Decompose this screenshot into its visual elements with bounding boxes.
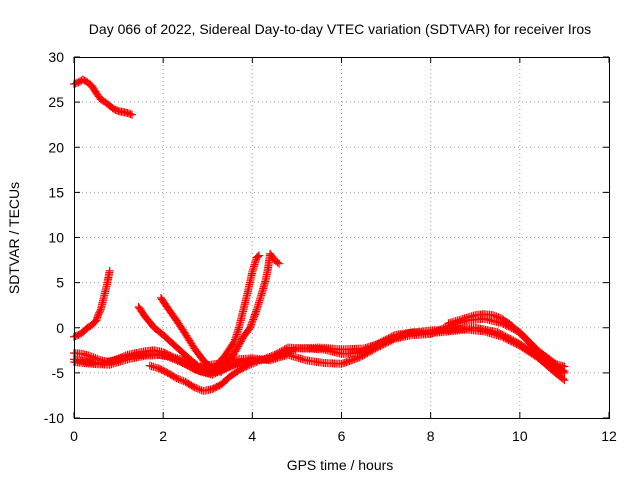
y-tick-label: -10 [44, 410, 64, 426]
data-point [496, 314, 505, 323]
series-arc-dip [145, 358, 261, 395]
series-arc-low-3 [70, 314, 569, 371]
data-point [248, 317, 257, 326]
data-point [174, 375, 183, 384]
data-point [558, 374, 567, 383]
data-point [247, 318, 256, 327]
x-tick-label: 0 [70, 428, 78, 444]
data-point [105, 266, 114, 275]
data-point [87, 352, 96, 361]
data-point [193, 384, 202, 393]
data-point [176, 375, 185, 384]
data-point [249, 313, 258, 322]
data-point [246, 322, 255, 331]
data-point [492, 312, 501, 321]
data-point [494, 313, 503, 322]
data-point [242, 362, 251, 371]
data-point [177, 376, 186, 385]
axis-ticks: 0 2 4 6 8 10 12 -10 -5 0 5 10 15 20 25 30 [44, 49, 617, 444]
data-point [243, 361, 252, 370]
data-point [560, 376, 569, 385]
data-point [192, 384, 201, 393]
data-point [273, 258, 282, 267]
data-point [249, 359, 258, 368]
data-point [252, 358, 261, 367]
x-tick-label: 10 [512, 428, 528, 444]
y-tick-label: -5 [52, 365, 65, 381]
data-point [442, 322, 451, 331]
data-point [275, 259, 284, 268]
y-tick-label: 25 [48, 94, 64, 110]
series-arc-descend-1 [134, 302, 221, 376]
y-tick-label: 15 [48, 184, 64, 200]
data-point [171, 373, 180, 382]
series-arc-rise-3 [212, 249, 284, 376]
series-arc-high [70, 75, 136, 119]
data-point [247, 360, 256, 369]
data-series-layer [70, 75, 569, 395]
data-point [389, 335, 398, 344]
chart-title: Day 066 of 2022, Sidereal Day-to-day VTE… [89, 21, 591, 37]
data-point [190, 383, 199, 392]
x-tick-label: 12 [601, 428, 617, 444]
data-point [252, 307, 261, 316]
data-point [249, 315, 258, 324]
data-point [250, 312, 259, 321]
data-point [558, 367, 567, 376]
y-tick-label: 10 [48, 230, 64, 246]
series-arc-rise-2 [203, 251, 264, 377]
x-tick-label: 8 [427, 428, 435, 444]
data-point [251, 358, 260, 367]
data-point [172, 374, 181, 383]
data-point [246, 323, 255, 332]
data-point [126, 110, 135, 119]
data-point [282, 344, 291, 353]
data-point [253, 252, 262, 261]
data-point [489, 311, 498, 320]
x-axis-label: GPS time / hours [287, 457, 394, 473]
series-arc-rise-1 [70, 266, 114, 341]
x-tick-label: 2 [159, 428, 167, 444]
data-point [560, 368, 569, 377]
data-point [247, 320, 256, 329]
data-point [195, 385, 204, 394]
data-point [250, 310, 259, 319]
data-point [490, 311, 499, 320]
data-point [96, 307, 105, 316]
data-point [188, 382, 197, 391]
x-tick-label: 4 [248, 428, 256, 444]
y-tick-label: 5 [56, 275, 64, 291]
series-arc-hump [444, 310, 569, 377]
data-point [255, 251, 264, 260]
data-point [179, 377, 188, 386]
data-point [127, 110, 136, 119]
x-tick-label: 6 [338, 428, 346, 444]
y-tick-label: 0 [56, 320, 64, 336]
y-tick-label: 20 [48, 139, 64, 155]
data-point [251, 308, 260, 317]
data-point [245, 360, 254, 369]
y-axis-label: SDTVAR / TECUs [6, 182, 22, 294]
y-tick-label: 30 [48, 49, 64, 65]
